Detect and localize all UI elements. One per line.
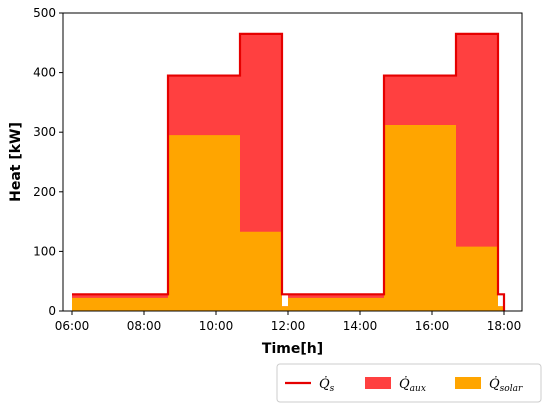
y-tick-label: 100 bbox=[33, 244, 56, 258]
legend-label-solar: Q̇solar bbox=[489, 376, 523, 394]
x-tick-label: 10:00 bbox=[199, 319, 234, 333]
x-tick-label: 18:00 bbox=[487, 319, 522, 333]
y-axis-title: Heat [kW] bbox=[8, 122, 24, 202]
x-axis-title: Time[h] bbox=[262, 341, 323, 357]
legend-swatch-solar bbox=[455, 377, 481, 389]
y-tick-label: 200 bbox=[33, 185, 56, 199]
legend-swatch-aux bbox=[365, 377, 391, 389]
y-axis: 0 100 200 300 400 500 bbox=[33, 6, 63, 318]
legend: Q̇s Q̇aux Q̇solar bbox=[276, 363, 542, 403]
line-qs bbox=[72, 32, 506, 311]
legend-box bbox=[276, 363, 542, 403]
area-solar bbox=[72, 125, 504, 311]
y-tick-label: 0 bbox=[48, 304, 56, 318]
x-tick-label: 06:00 bbox=[55, 319, 90, 333]
x-tick-label: 12:00 bbox=[271, 319, 306, 333]
plot-frame bbox=[62, 12, 523, 312]
legend-label-aux: Q̇aux bbox=[399, 376, 426, 394]
y-tick-label: 500 bbox=[33, 6, 56, 20]
x-tick-label: 08:00 bbox=[127, 319, 162, 333]
y-tick-label: 300 bbox=[33, 125, 56, 139]
legend-label-s: Q̇s bbox=[319, 376, 335, 394]
x-tick-label: 14:00 bbox=[343, 319, 378, 333]
plot-area bbox=[62, 12, 523, 312]
x-tick-label: 16:00 bbox=[415, 319, 450, 333]
x-axis: 06:00 08:00 10:00 12:00 14:00 16:00 18:00 bbox=[55, 311, 522, 333]
y-tick-label: 400 bbox=[33, 66, 56, 80]
